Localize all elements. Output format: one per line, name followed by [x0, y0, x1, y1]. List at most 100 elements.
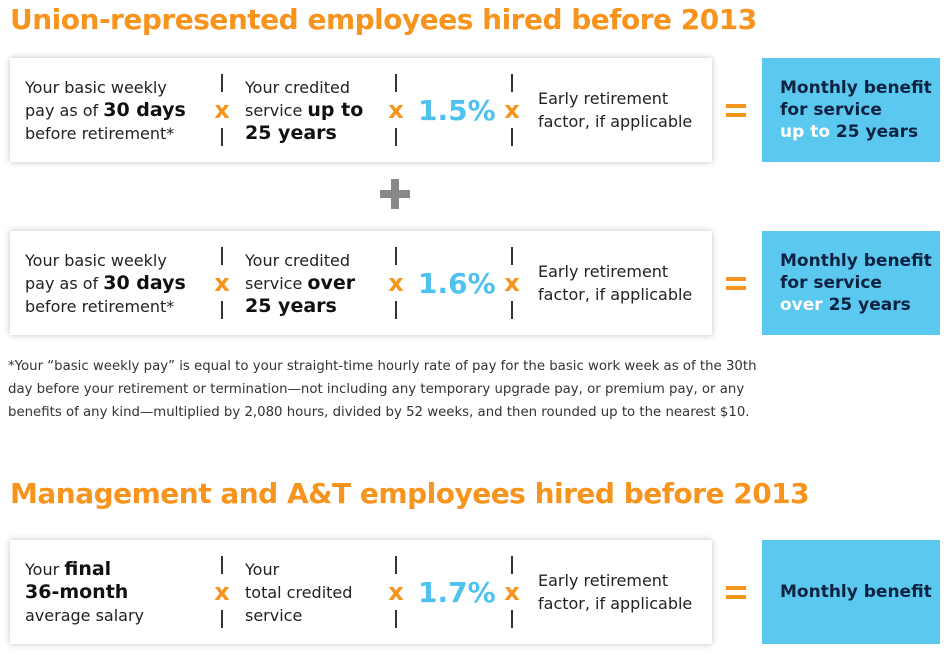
rate: 1.6%: [418, 266, 496, 300]
times-sign: x: [214, 578, 230, 606]
divider: [221, 247, 223, 265]
text-line: total credited: [245, 581, 352, 604]
equals-bar: [726, 104, 746, 108]
times-operator: x: [384, 74, 408, 146]
divider: [395, 301, 397, 319]
text-line: over 25 years: [780, 294, 940, 316]
divider: [221, 556, 223, 574]
text-line: average salary: [25, 604, 144, 627]
times-sign: x: [504, 269, 520, 297]
text-run: factor, if applicable: [538, 285, 693, 304]
text-line: Early retirement: [538, 260, 692, 283]
times-operator: x: [500, 556, 524, 628]
text-line: Monthly benefit: [780, 581, 940, 603]
text-line: Your credited: [245, 249, 355, 272]
text-run: factor, if applicable: [538, 112, 693, 131]
text-run: for service: [780, 273, 882, 293]
divider: [395, 610, 397, 628]
text-run: over: [780, 295, 829, 315]
times-sign: x: [214, 96, 230, 124]
times-sign: x: [504, 96, 520, 124]
times-sign: x: [388, 96, 404, 124]
divider: [221, 301, 223, 319]
text-run: Early retirement: [538, 571, 669, 590]
equals-bar: [726, 113, 746, 117]
divider: [511, 610, 513, 628]
divider: [221, 610, 223, 628]
text-run: final: [64, 557, 112, 580]
formula-row: Your basic weekly pay as of 30 days before…: [10, 58, 712, 162]
times-operator: x: [384, 247, 408, 319]
times-sign: x: [388, 578, 404, 606]
times-operator: x: [210, 247, 234, 319]
divider: [511, 247, 513, 265]
rate: 1.5%: [418, 93, 496, 127]
text-run: Your credited: [245, 250, 350, 270]
divider: [221, 74, 223, 92]
pay-cell: Your final 36-month average salary: [25, 540, 144, 644]
text-line: for service: [780, 272, 940, 294]
text-line: Monthly benefit: [780, 77, 940, 99]
factor-cell: Early retirement factor, if applicable: [538, 231, 692, 335]
times-operator: x: [500, 247, 524, 319]
text-line: factor, if applicable: [538, 592, 692, 615]
formula-row: Your basic weekly pay as of 30 days before…: [10, 231, 712, 335]
text-run: Your credited: [245, 77, 350, 97]
divider: [511, 74, 513, 92]
text-run: Early retirement: [538, 262, 669, 281]
text-line: Your: [245, 558, 352, 581]
times-sign: x: [214, 269, 230, 297]
text-run: up to: [307, 98, 364, 121]
text-line: for service: [780, 99, 940, 121]
text-run: for service: [780, 100, 882, 120]
text-run: Early retirement: [538, 89, 669, 108]
divider: [221, 128, 223, 146]
service-cell: Your credited service over 25 years: [245, 231, 355, 335]
text-run: Monthly benefit: [780, 78, 932, 98]
text-line: factor, if applicable: [538, 283, 692, 306]
text-run: Monthly benefit: [780, 251, 932, 271]
text-run: total credited: [245, 582, 353, 602]
equals-bar: [726, 595, 746, 599]
times-operator: x: [210, 556, 234, 628]
pay-cell: Your basic weekly pay as of 30 days before…: [25, 58, 186, 162]
text-line: service: [245, 604, 352, 627]
rate: 1.7%: [418, 575, 496, 609]
text-line: before retirement*: [25, 295, 186, 318]
benefit-box: Monthly benefit for service up to 25 years: [762, 58, 940, 162]
pay-cell: Your basic weekly pay as of 30 days before…: [25, 231, 186, 335]
text-run: Your: [245, 559, 280, 579]
divider: [395, 128, 397, 146]
text-run: over: [307, 271, 356, 294]
equals-icon: [726, 586, 746, 600]
text-run: average salary: [25, 605, 145, 625]
formula-row: Your final 36-month average salary x Your tot…: [10, 540, 712, 644]
equals-bar: [726, 586, 746, 590]
text-line: Early retirement: [538, 87, 692, 110]
divider: [511, 556, 513, 574]
text-line: 36-month: [25, 581, 144, 604]
text-run: 30 days: [103, 98, 186, 121]
text-run: before retirement*: [25, 296, 175, 316]
times-operator: x: [210, 74, 234, 146]
text-run: pay as of: [25, 273, 104, 293]
equals-icon: [726, 104, 746, 118]
text-run: Your: [25, 559, 65, 579]
footnote-line: day before your retirement or terminatio…: [8, 382, 745, 397]
service-cell: Your credited service up to 25 years: [245, 58, 363, 162]
factor-cell: Early retirement factor, if applicable: [538, 540, 692, 644]
text-run: service: [245, 100, 308, 120]
footnote-line: *Your “basic weekly pay” is equal to you…: [8, 359, 757, 374]
text-line: Your credited: [245, 76, 363, 99]
equals-bar: [726, 286, 746, 290]
text-line: factor, if applicable: [538, 110, 692, 133]
text-line: Early retirement: [538, 569, 692, 592]
text-run: 25 years: [828, 295, 911, 315]
text-run: 25 years: [245, 121, 337, 144]
text-run: pay as of: [25, 100, 104, 120]
times-operator: x: [384, 556, 408, 628]
text-run: factor, if applicable: [538, 594, 693, 613]
text-run: up to: [780, 122, 836, 142]
text-run: Your basic weekly: [25, 77, 167, 97]
